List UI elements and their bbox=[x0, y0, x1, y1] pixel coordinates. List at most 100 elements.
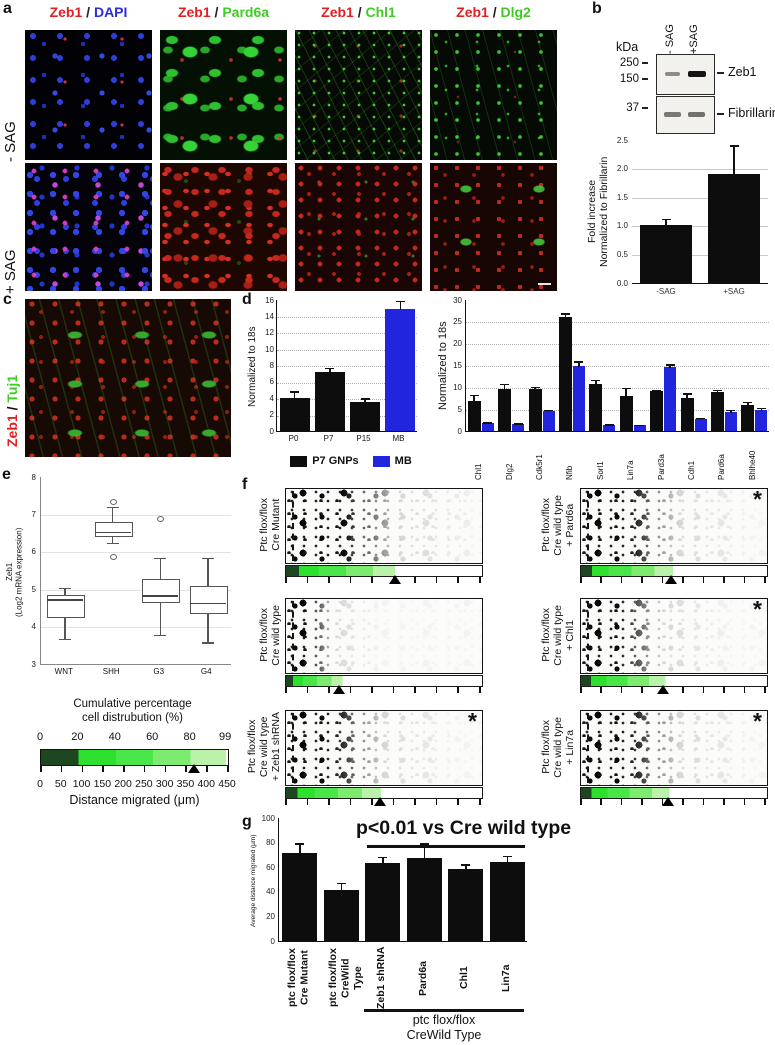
fluorescence-image-zeb1-pard6a-plus-sag bbox=[160, 163, 287, 291]
y-tick-label: 10 bbox=[265, 344, 274, 354]
y-tick-label: 2 bbox=[269, 410, 274, 420]
stain-name: Zeb1 bbox=[177, 4, 211, 20]
legend-label: MB bbox=[394, 455, 412, 467]
marker-value: 150 bbox=[619, 73, 639, 85]
distance-tick-label: 300 bbox=[155, 778, 174, 790]
g-x-tick-label: Zeb1 shRNA bbox=[375, 946, 388, 1010]
ruler-tick bbox=[620, 687, 623, 693]
b-chart-plot bbox=[632, 140, 768, 284]
stain-sep: / bbox=[4, 402, 20, 415]
gridline bbox=[632, 226, 768, 228]
ruler-tick bbox=[371, 577, 373, 583]
ruler-tick bbox=[702, 687, 705, 693]
x-tick-label: G4 bbox=[200, 667, 212, 676]
bar-p7gnps bbox=[680, 397, 694, 431]
box-whisker-cap bbox=[202, 642, 215, 644]
stain-name: DAPI bbox=[93, 4, 128, 20]
ruler-tick bbox=[764, 577, 766, 583]
error-cap bbox=[712, 389, 722, 392]
y-tick-label: 1.5 bbox=[616, 192, 628, 202]
error-cap bbox=[756, 407, 766, 410]
error-cap bbox=[621, 387, 631, 390]
box-whisker-cap bbox=[106, 542, 119, 545]
label-line: ptc flox/flox bbox=[285, 948, 298, 1008]
e-box-yaxis: 3 4 5 6 7 8 bbox=[24, 473, 36, 669]
pct-tick-label: 40 bbox=[108, 731, 121, 743]
y-tick-label: 6 bbox=[31, 547, 36, 557]
x-tick-label: Sorl1 bbox=[595, 461, 605, 480]
g-significance-annotation: p<0.01 vs Cre wild type bbox=[356, 817, 572, 839]
ruler-tick bbox=[682, 799, 684, 805]
y-tick-label: 0.0 bbox=[616, 278, 628, 288]
error-cap bbox=[635, 424, 645, 427]
panel-b-label: b bbox=[592, 0, 602, 17]
error-cap bbox=[682, 393, 692, 395]
bar bbox=[279, 398, 310, 431]
ruler-tick bbox=[414, 687, 416, 693]
error-bar bbox=[760, 408, 763, 411]
row-label-plus-sag: + SAG bbox=[2, 249, 19, 294]
migration-assay-image: * bbox=[580, 596, 768, 674]
bar bbox=[323, 890, 359, 941]
x-tick-label: +SAG bbox=[723, 287, 745, 296]
cell-density-fade-overlay bbox=[286, 711, 482, 785]
error-cap bbox=[560, 313, 570, 315]
ruler-tick bbox=[661, 577, 664, 583]
error-cap bbox=[591, 379, 601, 382]
f-condition-label-text: Ptc flox/flox Cre Mutant bbox=[258, 498, 282, 552]
ruler-tick bbox=[306, 687, 309, 693]
fluorescence-image-zeb1-dapi-plus-sag bbox=[25, 163, 152, 291]
y-tick-label: 2.0 bbox=[616, 164, 628, 174]
gridline bbox=[466, 410, 769, 411]
box-whisker-cap bbox=[58, 587, 71, 590]
y-tick-label: 1.0 bbox=[616, 221, 628, 231]
start-dashed-line bbox=[587, 713, 589, 783]
start-dashed-line bbox=[292, 491, 294, 561]
cell-density-fade-overlay bbox=[286, 599, 482, 673]
label-line: Ptc flox/flox bbox=[258, 608, 270, 662]
marker-value: 37 bbox=[626, 102, 639, 114]
bar-p7gnps bbox=[619, 396, 633, 431]
ruler-tick bbox=[328, 577, 330, 583]
blot-lane-label-minus-sag: - SAG bbox=[664, 24, 676, 54]
stain-name: Zeb1 bbox=[321, 4, 354, 20]
x-tick-label: Dlg2 bbox=[504, 463, 514, 480]
band-label-fibrillarin: Fibrillarin bbox=[728, 106, 775, 120]
fluorescence-image-zeb1-chl1-plus-sag bbox=[295, 163, 422, 291]
ruler-tick bbox=[306, 799, 309, 805]
scale-title-line: Cumulative percentage bbox=[73, 698, 192, 710]
y-tick-label: 15 bbox=[453, 361, 462, 370]
bar bbox=[489, 861, 525, 941]
blot-marker-37: 37 bbox=[612, 102, 648, 114]
box-outlier bbox=[157, 516, 165, 523]
gridline bbox=[41, 627, 231, 629]
bar bbox=[314, 371, 345, 431]
x-tick-label: P0 bbox=[288, 434, 299, 443]
error-bar bbox=[465, 865, 467, 871]
error-cap bbox=[336, 882, 346, 885]
image-title-zeb1-chl1: Zeb1 / Chl1 bbox=[295, 4, 422, 20]
ruler-tick bbox=[414, 577, 416, 583]
y-tick-label: 0 bbox=[270, 936, 275, 946]
ruler-tick bbox=[580, 577, 582, 583]
y-tick-label: 6 bbox=[269, 377, 274, 387]
f-condition-label: Ptc flox/flox Cre wild type + Pard6a bbox=[528, 488, 576, 562]
gridline bbox=[277, 415, 417, 417]
box-iqr bbox=[142, 578, 181, 604]
ruler-tick bbox=[143, 766, 146, 772]
error-cap bbox=[604, 424, 614, 426]
error-bar bbox=[506, 856, 508, 863]
bar-mb bbox=[755, 409, 768, 431]
migration-distance-colorbar bbox=[580, 675, 768, 687]
box-whisker-cap bbox=[106, 507, 119, 509]
x-tick-label: G3 bbox=[153, 667, 165, 676]
bar bbox=[282, 852, 318, 941]
y-tick-label: 4 bbox=[269, 393, 274, 403]
stain-sep: / bbox=[82, 4, 94, 20]
f-condition-label-text: Ptc flox/flox Cre wild type + Chl1 bbox=[540, 605, 576, 666]
bar-p7gnps bbox=[528, 389, 542, 431]
gridline bbox=[277, 382, 417, 384]
scale-title-line: cell distrubution (%) bbox=[82, 712, 183, 724]
bar-p7gnps bbox=[589, 383, 603, 431]
x-tick-label: -SAG bbox=[656, 287, 676, 296]
